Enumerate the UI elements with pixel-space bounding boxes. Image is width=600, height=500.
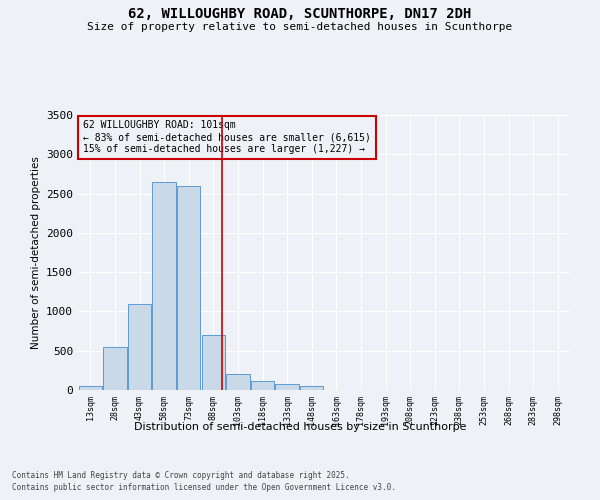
- Text: 62 WILLOUGHBY ROAD: 101sqm
← 83% of semi-detached houses are smaller (6,615)
15%: 62 WILLOUGHBY ROAD: 101sqm ← 83% of semi…: [83, 120, 371, 154]
- Bar: [226, 374, 250, 390]
- Bar: [300, 386, 323, 390]
- Text: Contains HM Land Registry data © Crown copyright and database right 2025.: Contains HM Land Registry data © Crown c…: [12, 471, 350, 480]
- Text: 62, WILLOUGHBY ROAD, SCUNTHORPE, DN17 2DH: 62, WILLOUGHBY ROAD, SCUNTHORPE, DN17 2D…: [128, 8, 472, 22]
- Text: Size of property relative to semi-detached houses in Scunthorpe: Size of property relative to semi-detach…: [88, 22, 512, 32]
- Text: Distribution of semi-detached houses by size in Scunthorpe: Distribution of semi-detached houses by …: [134, 422, 466, 432]
- Bar: [251, 380, 274, 390]
- Bar: [103, 347, 127, 390]
- Text: Contains public sector information licensed under the Open Government Licence v3: Contains public sector information licen…: [12, 484, 396, 492]
- Bar: [128, 304, 151, 390]
- Y-axis label: Number of semi-detached properties: Number of semi-detached properties: [31, 156, 41, 349]
- Bar: [79, 386, 102, 390]
- Bar: [275, 384, 299, 390]
- Bar: [152, 182, 176, 390]
- Bar: [177, 186, 200, 390]
- Bar: [202, 335, 225, 390]
